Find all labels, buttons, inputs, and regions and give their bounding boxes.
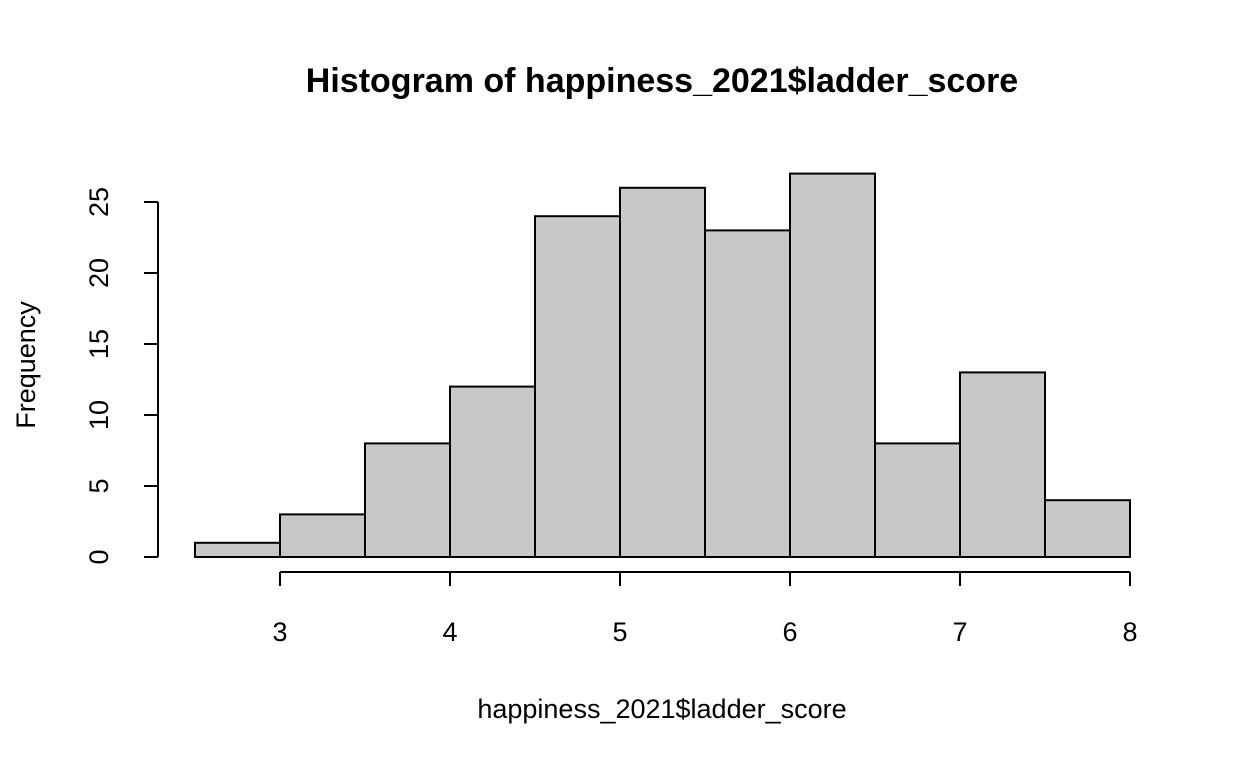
histogram-bar bbox=[534, 215, 621, 558]
x-tick-label: 4 bbox=[442, 617, 457, 647]
y-tick-label: 0 bbox=[84, 549, 114, 564]
histogram-bar bbox=[959, 371, 1046, 558]
y-axis: 0 5 10 15 20 25 bbox=[84, 187, 159, 565]
histogram-bar bbox=[449, 385, 536, 558]
histogram-bar bbox=[364, 442, 451, 558]
x-tick-label: 8 bbox=[1122, 617, 1137, 647]
x-axis: 3 4 5 6 7 8 bbox=[272, 571, 1138, 647]
x-axis-label: happiness_2021$ladder_score bbox=[477, 694, 846, 724]
histogram-bar bbox=[704, 229, 791, 558]
y-tick-label: 15 bbox=[84, 329, 114, 359]
histogram-bar bbox=[279, 513, 366, 559]
histogram-bar bbox=[619, 186, 706, 559]
y-tick-label: 25 bbox=[84, 187, 114, 217]
chart-title: Histogram of happiness_2021$ladder_score bbox=[306, 62, 1018, 100]
histogram-bar bbox=[789, 172, 876, 558]
histogram-bar bbox=[874, 442, 961, 558]
histogram-bar bbox=[1044, 499, 1131, 559]
x-tick-label: 5 bbox=[612, 617, 627, 647]
y-tick-label: 10 bbox=[84, 400, 114, 430]
bars-group bbox=[194, 172, 1131, 559]
x-tick-label: 7 bbox=[952, 617, 967, 647]
histogram-bar bbox=[194, 541, 281, 558]
y-tick-label: 5 bbox=[84, 478, 114, 493]
y-axis-label: Frequency bbox=[11, 301, 41, 429]
x-tick-label: 3 bbox=[272, 617, 287, 647]
x-tick-label: 6 bbox=[782, 617, 797, 647]
y-tick-label: 20 bbox=[84, 258, 114, 288]
